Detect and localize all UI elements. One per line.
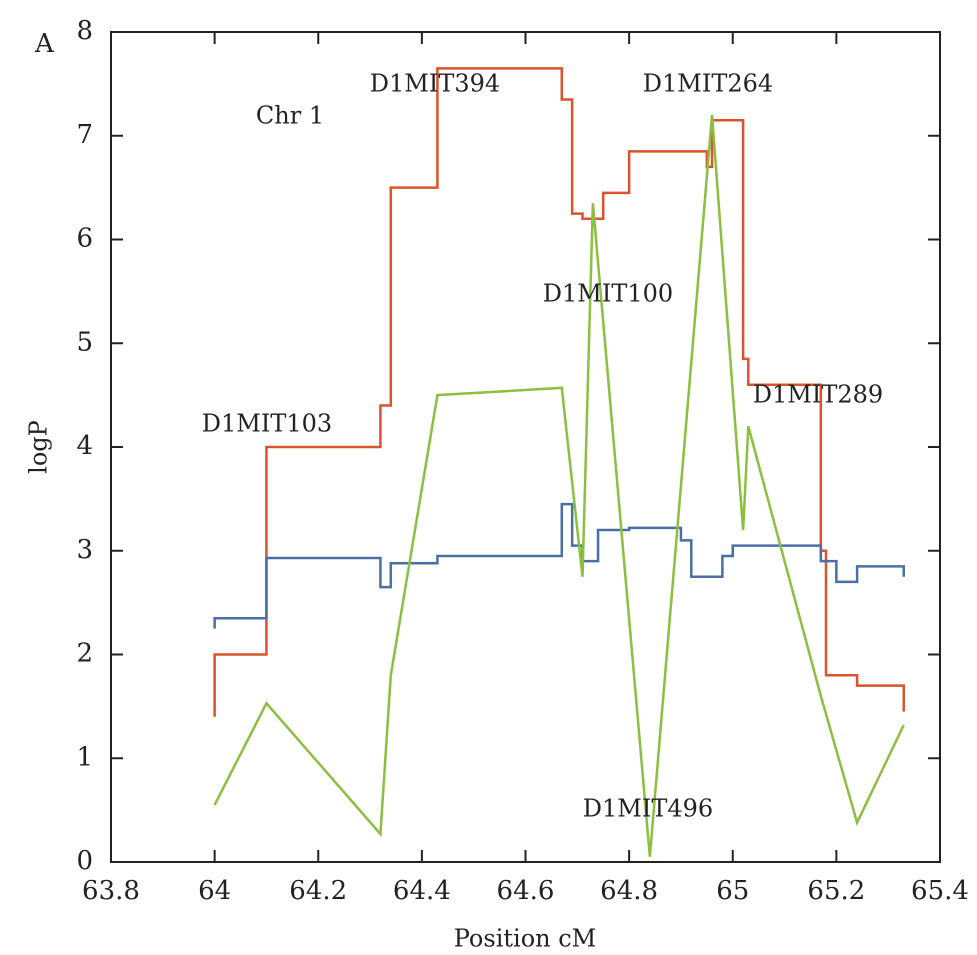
y-tick-label: 4 [76, 431, 93, 461]
y-tick-label: 5 [76, 327, 93, 357]
y-axis-label: logP [25, 420, 53, 474]
annotation: D1MIT496 [583, 795, 713, 823]
x-tick-label: 64 [198, 876, 231, 906]
y-tick-label: 0 [76, 846, 93, 876]
x-tick-label: 65.2 [807, 876, 865, 906]
panel-label: A [34, 29, 55, 59]
y-tick-label: 3 [76, 535, 93, 565]
data-line [213, 502, 905, 629]
annotation: D1MIT103 [202, 410, 332, 438]
annotation: D1MIT100 [543, 280, 673, 308]
annotation: D1MIT289 [753, 381, 883, 409]
plot-frame [110, 31, 941, 863]
data-line [213, 114, 905, 857]
annotation: D1MIT394 [370, 70, 500, 98]
y-tick-label: 8 [76, 16, 93, 46]
x-tick-label: 65.4 [911, 876, 969, 906]
x-tick-label: 65 [716, 876, 749, 906]
x-axis-label: Position cM [454, 925, 597, 953]
x-tick-label: 64.8 [600, 876, 658, 906]
annotation: D1MIT264 [643, 70, 773, 98]
y-tick-label: 6 [76, 224, 93, 254]
y-tick-label: 7 [76, 120, 93, 150]
y-tick-label: 2 [76, 639, 93, 669]
x-tick-label: 64.2 [289, 876, 347, 906]
annotation: Chr 1 [256, 102, 324, 130]
x-tick-label: 64.4 [393, 876, 451, 906]
y-tick-label: 1 [76, 742, 93, 772]
x-tick-label: 64.6 [497, 876, 555, 906]
x-tick-label: 63.8 [82, 876, 140, 906]
